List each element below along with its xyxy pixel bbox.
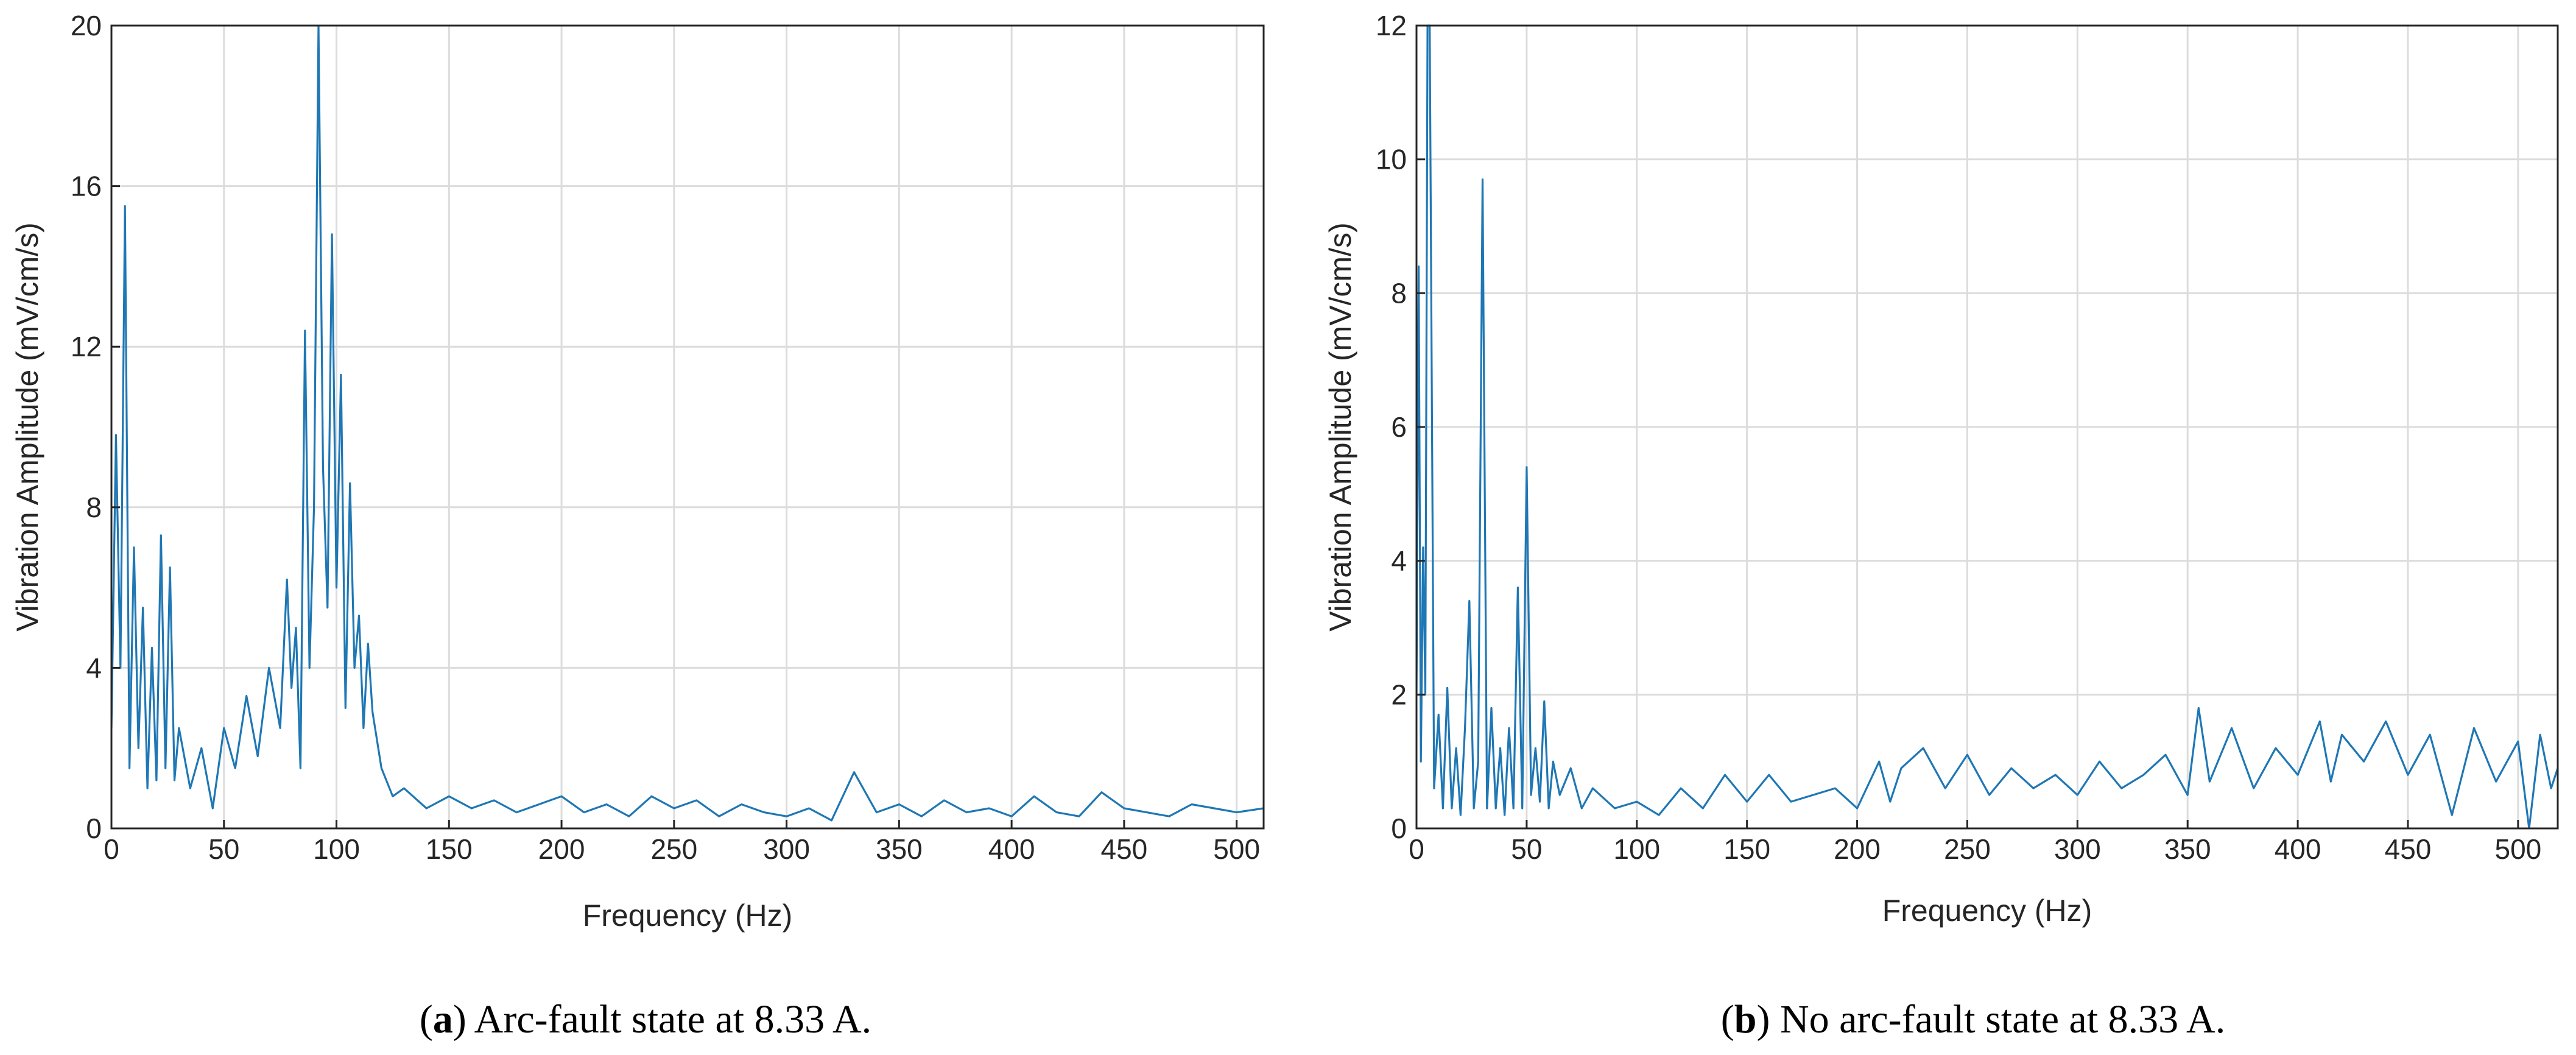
y-tick-label: 12 — [71, 331, 102, 362]
caption-open-paren: ( — [1721, 997, 1734, 1042]
caption-close-paren: ) — [453, 997, 466, 1042]
x-tick-label: 300 — [763, 833, 810, 865]
x-tick-label: 50 — [1511, 833, 1542, 865]
y-tick-label: 0 — [1391, 813, 1407, 844]
y-tick-label: 4 — [1391, 545, 1407, 577]
caption-label: a — [433, 997, 453, 1042]
caption-close-paren: ) — [1756, 997, 1770, 1042]
panel-caption: (a) Arc-fault state at 8.33 A. — [420, 997, 871, 1042]
caption-text: No arc-fault state at 8.33 A. — [1770, 997, 2225, 1042]
panel-caption: (b) No arc-fault state at 8.33 A. — [1721, 997, 2225, 1042]
x-tick-label: 500 — [2495, 833, 2542, 865]
y-tick-label: 8 — [86, 492, 102, 523]
panel-b: 0 50 100 150 200 250 300 350 400 450 500 0 2 4 6 8 10 12 F… — [1323, 10, 2559, 1042]
x-tick-label: 50 — [208, 833, 239, 865]
x-tick-label: 300 — [2054, 833, 2101, 865]
x-tick-label: 200 — [1834, 833, 1881, 865]
x-tick-label: 250 — [1944, 833, 1991, 865]
x-tick-label: 500 — [1213, 833, 1260, 865]
x-tick-label: 350 — [2164, 833, 2211, 865]
x-tick-label: 100 — [1613, 833, 1660, 865]
x-tick-label: 150 — [1723, 833, 1770, 865]
y-tick-label: 10 — [1376, 144, 1407, 175]
caption-text: Arc-fault state at 8.33 A. — [466, 997, 871, 1042]
y-tick-label: 4 — [86, 652, 102, 683]
x-tick-label: 450 — [1101, 833, 1148, 865]
x-tick-label: 200 — [538, 833, 585, 865]
series-line — [1416, 24, 2558, 828]
y-tick-label: 16 — [71, 171, 102, 202]
x-tick-label: 250 — [650, 833, 697, 865]
y-tick-label: 8 — [1391, 277, 1407, 309]
x-tick-label: 0 — [104, 833, 119, 865]
y-axis-label: Vibration Amplitude (mV/cm/s) — [1323, 222, 1357, 632]
caption-label: b — [1734, 997, 1757, 1042]
x-tick-label: 0 — [1409, 833, 1424, 865]
y-tick-label: 12 — [1376, 10, 1407, 41]
y-tick-label: 0 — [86, 813, 102, 844]
x-axis-label: Frequency (Hz) — [1882, 894, 2092, 928]
x-tick-label: 150 — [426, 833, 473, 865]
x-tick-label: 100 — [313, 833, 360, 865]
x-tick-label: 350 — [876, 833, 923, 865]
x-tick-label: 400 — [2275, 833, 2321, 865]
caption-open-paren: ( — [420, 997, 433, 1042]
panel-a: 0 50 100 150 200 250 300 350 400 450 500 0 4 8 12 16 20 F… — [10, 10, 1265, 1042]
y-tick-label: 6 — [1391, 411, 1407, 443]
axes-frame — [110, 24, 1265, 830]
y-axis-label: Vibration Amplitude (mV/cm/s) — [10, 222, 44, 632]
y-tick-label: 2 — [1391, 679, 1407, 710]
series-line — [111, 24, 1264, 822]
x-axis-label: Frequency (Hz) — [583, 898, 793, 933]
y-tick-label: 20 — [71, 10, 102, 41]
x-tick-label: 450 — [2385, 833, 2432, 865]
x-tick-label: 400 — [988, 833, 1035, 865]
